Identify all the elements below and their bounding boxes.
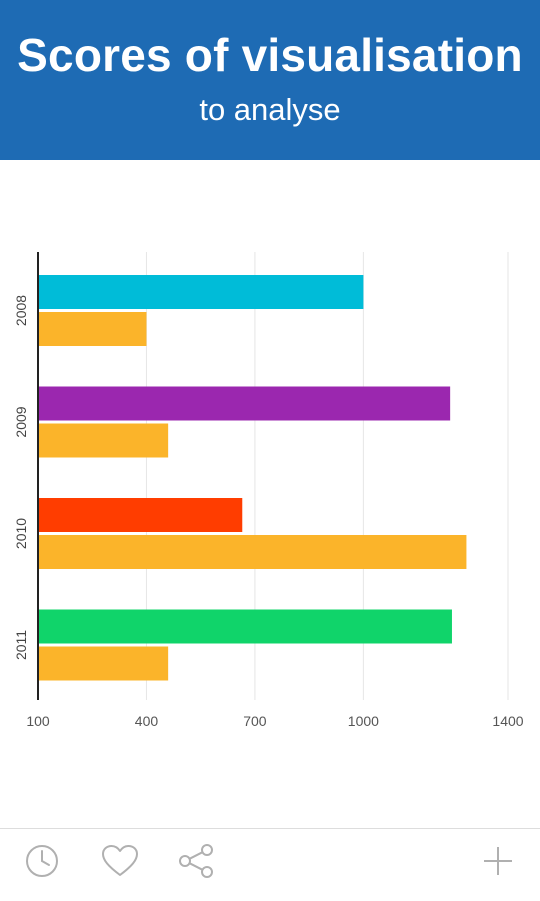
bottom-toolbar xyxy=(0,828,540,901)
x-tick-label: 700 xyxy=(243,713,267,729)
bar-secondary xyxy=(38,312,147,346)
heart-icon xyxy=(102,845,138,876)
x-tick-label: 1000 xyxy=(348,713,379,729)
bar-secondary xyxy=(38,646,169,681)
share-button[interactable] xyxy=(176,841,216,881)
chart-canvas: 100 400 700 1000 1400 2008 2009 2010 2011 xyxy=(13,252,524,729)
clock-icon xyxy=(26,845,58,877)
bar-primary xyxy=(38,498,243,532)
bar-secondary xyxy=(38,535,467,569)
bar-primary xyxy=(38,275,364,309)
history-button[interactable] xyxy=(22,841,62,881)
bar-primary xyxy=(38,609,452,644)
x-tick-label: 1400 xyxy=(492,713,523,729)
share-icon xyxy=(179,844,213,878)
bar-secondary xyxy=(38,423,169,458)
bar-primary xyxy=(38,386,451,421)
plus-icon xyxy=(484,847,512,875)
page-title: Scores of visualisation xyxy=(17,29,523,81)
app-header: Scores of visualisation to analyse xyxy=(0,0,540,160)
add-button[interactable] xyxy=(478,841,518,881)
y-category-label: 2008 xyxy=(13,295,29,326)
bar-chart: 100 400 700 1000 1400 2008 2009 2010 2011 xyxy=(0,160,540,780)
page-subtitle: to analyse xyxy=(199,92,341,127)
x-tick-label: 100 xyxy=(26,713,50,729)
x-tick-label: 400 xyxy=(135,713,159,729)
y-category-label: 2011 xyxy=(13,630,29,660)
favorite-button[interactable] xyxy=(100,841,140,881)
y-category-label: 2009 xyxy=(13,406,29,437)
y-category-label: 2010 xyxy=(13,518,29,549)
